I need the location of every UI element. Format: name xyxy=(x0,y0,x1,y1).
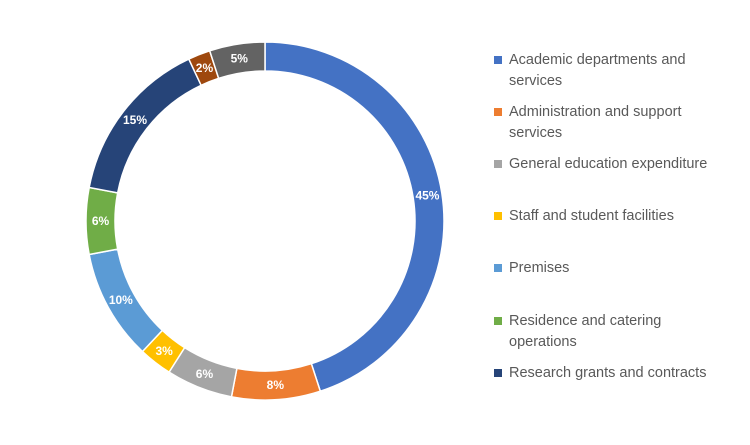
donut-slice-0 xyxy=(264,41,445,393)
slice-data-label-6: 15% xyxy=(123,113,147,127)
legend-swatch-1 xyxy=(494,108,502,116)
legend-label-1-line-1: services xyxy=(509,125,563,141)
legend-item-4: Premises xyxy=(494,258,569,279)
slice-data-label-4: 10% xyxy=(109,293,133,307)
legend-label-0-line-1: services xyxy=(509,73,563,89)
slice-data-label-5: 6% xyxy=(92,214,110,228)
legend-label-5-line-0: Residence and catering xyxy=(509,313,662,329)
legend-item-0: Academic departments and services xyxy=(494,50,686,92)
donut-slice-8 xyxy=(208,41,266,80)
slice-data-label-8: 5% xyxy=(231,52,249,66)
legend-label-5-line-1: operations xyxy=(509,334,577,350)
legend-item-1: Administration and support services xyxy=(494,102,682,144)
legend-swatch-4 xyxy=(494,264,502,272)
legend-item-6: Research grants and contracts xyxy=(494,363,706,384)
legend-swatch-2 xyxy=(494,160,502,168)
slice-data-label-3: 3% xyxy=(156,344,174,358)
legend-label-4-line-0: Premises xyxy=(509,260,570,276)
legend-swatch-3 xyxy=(494,212,502,220)
legend-label-3-line-0: Staff and student facilities xyxy=(509,208,674,224)
legend-item-5: Residence and catering operations xyxy=(494,311,661,353)
legend-item-3: Staff and student facilities xyxy=(494,206,674,227)
legend-label-2-line-0: General education expenditure xyxy=(509,156,708,172)
legend-swatch-6 xyxy=(494,369,502,377)
legend-item-2: General education expenditure xyxy=(494,154,707,175)
slice-data-label-0: 45% xyxy=(415,188,439,202)
legend-label-0-line-0: Academic departments and xyxy=(509,52,686,68)
legend-label-1-line-0: Administration and support xyxy=(509,104,682,120)
slice-data-label-7: 2% xyxy=(196,61,214,75)
slice-data-label-2: 6% xyxy=(196,367,214,381)
legend-swatch-0 xyxy=(494,56,502,64)
slice-data-label-1: 8% xyxy=(267,378,285,392)
legend-label-6-line-0: Research grants and contracts xyxy=(509,365,707,381)
legend-swatch-5 xyxy=(494,317,502,325)
